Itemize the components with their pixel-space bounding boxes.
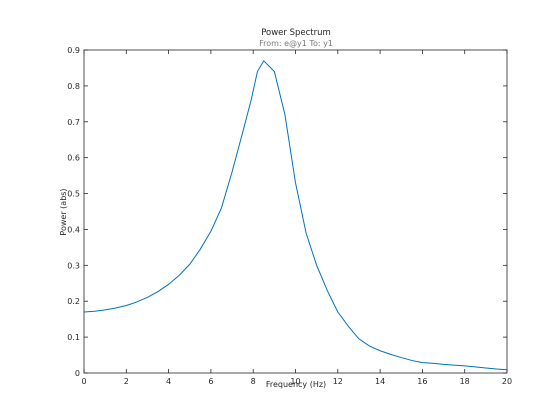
data-point — [327, 290, 328, 291]
data-point — [147, 297, 148, 298]
data-point — [475, 366, 476, 367]
y-axis-label: Power (abs) — [59, 188, 68, 235]
x-tick-label: 18 — [460, 377, 470, 386]
data-point — [251, 100, 252, 101]
data-point — [232, 172, 233, 173]
data-point — [200, 249, 201, 250]
data-point — [84, 312, 85, 313]
data-point — [422, 362, 423, 363]
x-tick-label: 8 — [251, 377, 256, 386]
y-tick-label: 0.1 — [67, 333, 80, 342]
y-tick-label: 0.8 — [67, 82, 80, 91]
data-point — [94, 311, 95, 312]
data-point — [136, 302, 137, 303]
data-point — [454, 365, 455, 366]
data-point — [401, 357, 402, 358]
data-point — [411, 360, 412, 361]
x-tick-label: 2 — [124, 377, 129, 386]
data-point — [211, 231, 212, 232]
y-tick-label: 0.6 — [67, 154, 80, 163]
x-tick-label: 0 — [81, 377, 86, 386]
plot-area: 0 2 4 6 8 10 12 14 16 18 20 0 0.1 0.2 0.3 0.4 0.5 0.6 0.7 0… — [67, 46, 512, 386]
data-point — [221, 208, 222, 209]
x-tick-label: 4 — [166, 377, 171, 386]
data-point — [189, 264, 190, 265]
axes-box — [83, 49, 508, 374]
data-point — [257, 71, 258, 72]
data-point — [443, 364, 444, 365]
x-tick-label: 12 — [333, 377, 343, 386]
data-point — [380, 350, 381, 351]
data-point — [337, 312, 338, 313]
data-point — [274, 71, 275, 72]
data-point — [126, 305, 127, 306]
data-point — [369, 346, 370, 347]
x-tick-label: 6 — [208, 377, 213, 386]
data-point — [105, 309, 106, 310]
data-point — [507, 369, 508, 370]
data-point — [295, 182, 296, 183]
x-tick-label: 16 — [417, 377, 427, 386]
chart-title: Power Spectrum — [261, 28, 331, 38]
y-tick-label: 0 — [75, 369, 80, 378]
series-line — [83, 59, 508, 371]
x-axis-label: Frequency (Hz) — [266, 380, 326, 389]
x-tick-label: 10 — [290, 377, 300, 386]
data-point — [359, 339, 360, 340]
y-tick-label: 0.7 — [67, 118, 80, 127]
data-point — [263, 60, 264, 61]
data-point — [485, 368, 486, 369]
data-point — [306, 233, 307, 234]
data-point — [285, 114, 286, 115]
data-point — [390, 354, 391, 355]
x-tick-label: 20 — [502, 377, 512, 386]
y-tick-label: 0.5 — [67, 190, 80, 199]
data-point — [316, 265, 317, 266]
data-point — [168, 284, 169, 285]
y-tick-label: 0.9 — [67, 46, 80, 55]
data-point — [496, 369, 497, 370]
data-point — [348, 326, 349, 327]
data-point — [242, 132, 243, 133]
data-point — [464, 365, 465, 366]
data-point — [115, 308, 116, 309]
data-point — [179, 275, 180, 276]
data-point — [433, 363, 434, 364]
y-tick-label: 0.3 — [67, 261, 80, 270]
chart-subtitle: From: e@y1 To: y1 — [259, 39, 333, 48]
y-tick-label: 0.2 — [67, 297, 80, 306]
data-point — [158, 291, 159, 292]
y-tick-label: 0.4 — [67, 225, 80, 234]
x-tick-label: 14 — [375, 377, 385, 386]
